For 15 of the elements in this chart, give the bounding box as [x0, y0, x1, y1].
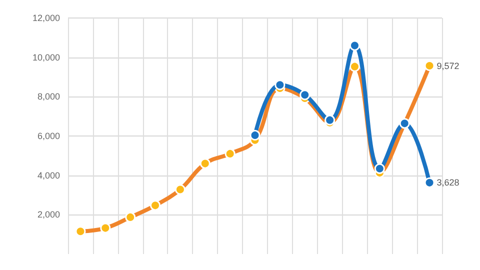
point: [424, 177, 435, 188]
data-label: 3,628: [436, 178, 460, 188]
point: [374, 163, 385, 174]
point: [300, 90, 310, 100]
y-tick-label: 2,000: [37, 210, 60, 220]
y-tick-label: 10,000: [32, 52, 60, 62]
point: [250, 130, 260, 140]
data-label: 9,572: [436, 60, 460, 71]
y-tick-label: 8,000: [37, 92, 60, 102]
y-tick-label: 12,000: [32, 13, 60, 23]
y-tick-label: 4,000: [37, 170, 60, 180]
point: [324, 114, 336, 126]
point: [349, 40, 360, 51]
point: [274, 80, 286, 90]
y-tick-label: 6,000: [37, 131, 60, 141]
